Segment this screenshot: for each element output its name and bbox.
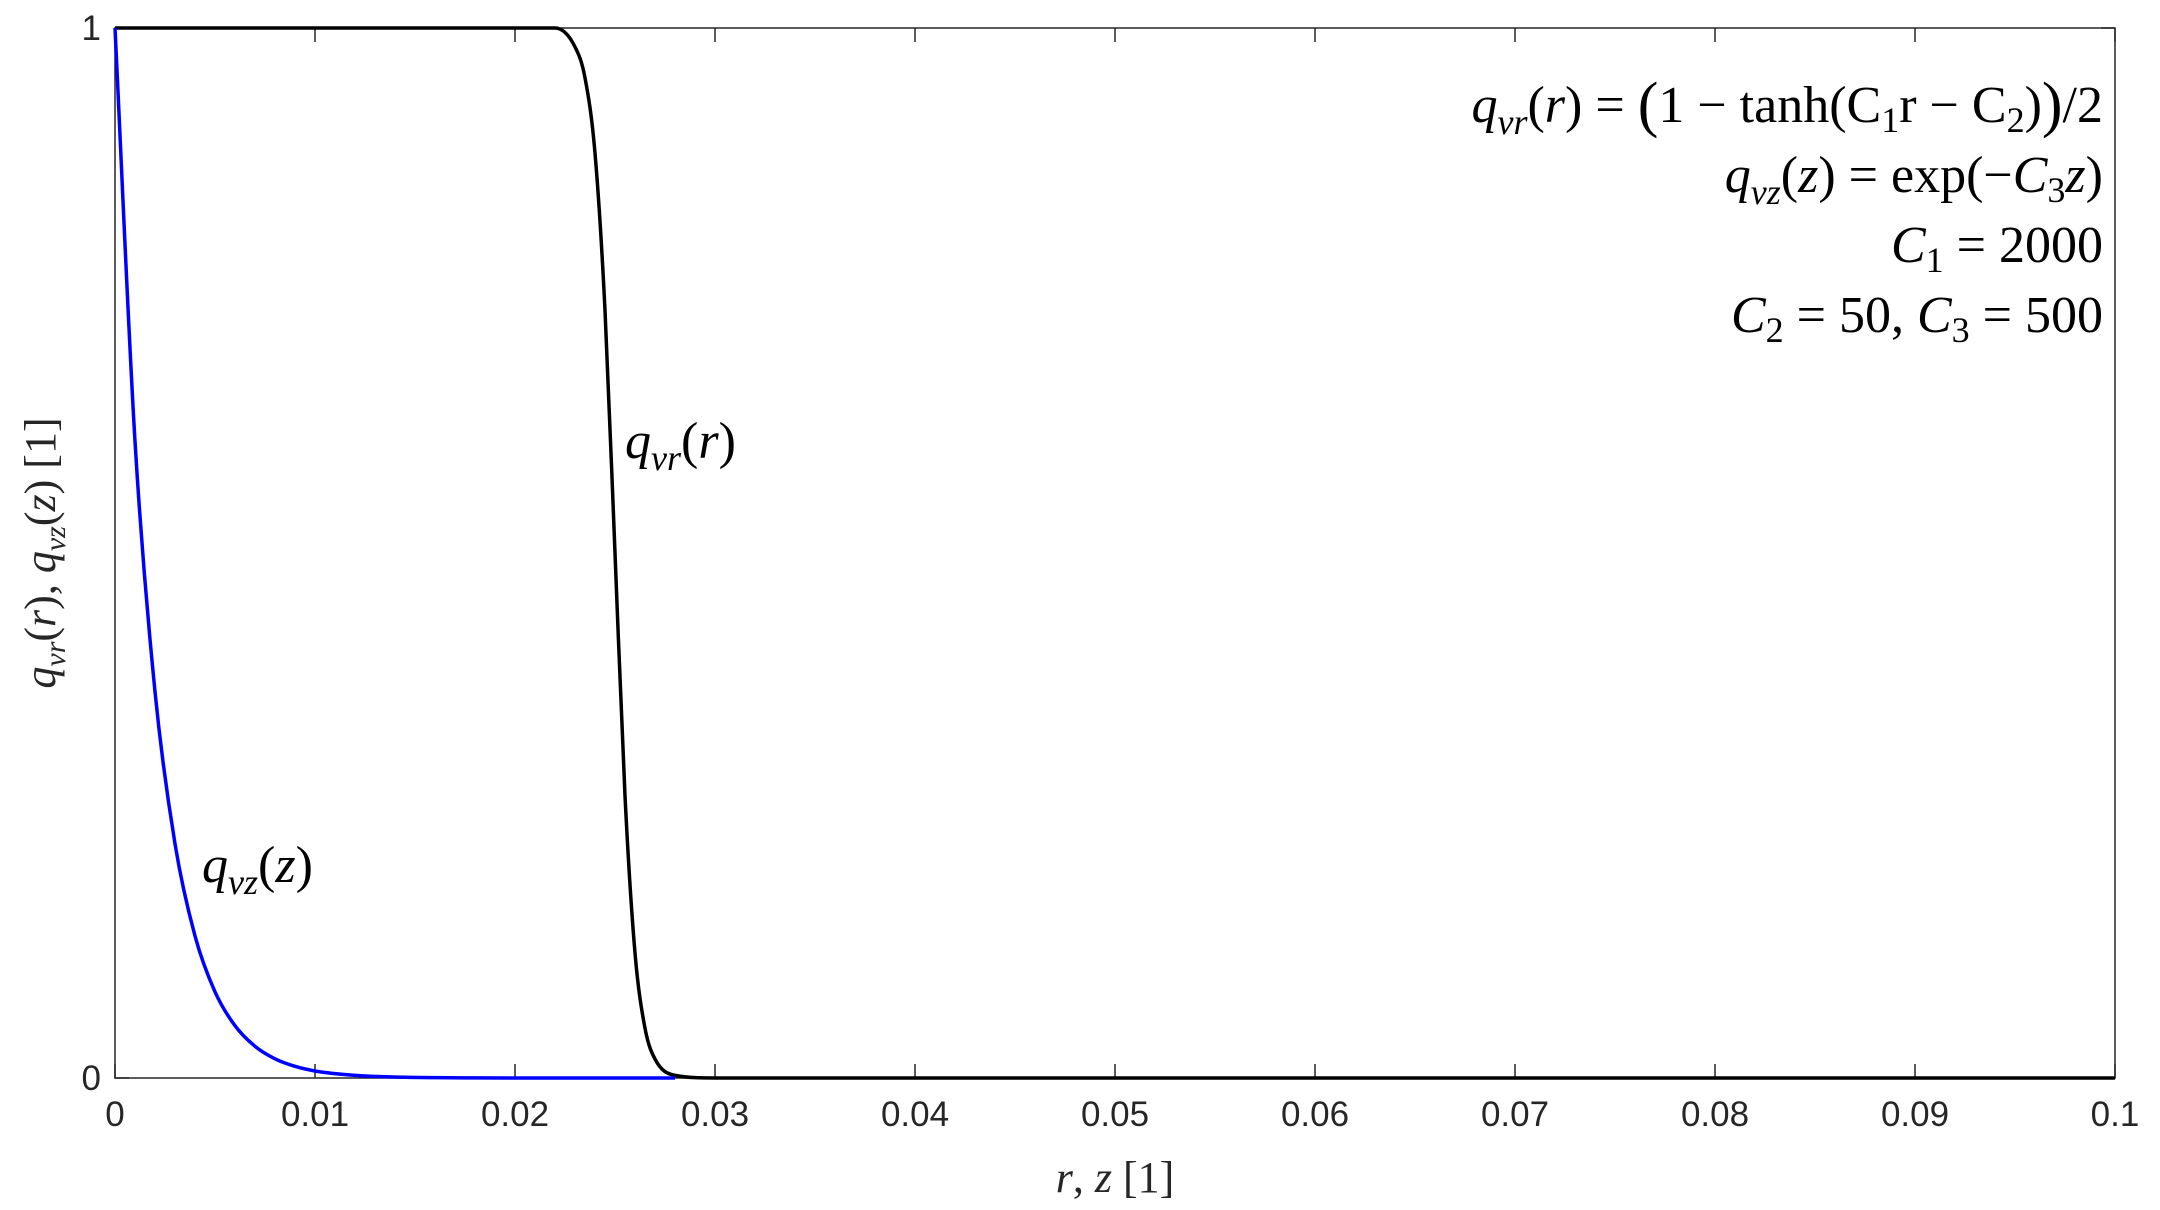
plot-area [114, 27, 2116, 1079]
curve-label-qvz: qvz(z) [202, 837, 313, 902]
series-layer [113, 26, 2115, 1080]
series-line-qvr [115, 26, 2115, 1080]
equation-qvr: qvr(r) = (1 − tanh(C1r − C2))/2 [1471, 71, 2103, 142]
y-tick-label: 1 [82, 9, 101, 48]
x-axis-ticks: 0 0.01 0.02 0.03 0.04 0.05 0.06 0.07 0.08 0.09 0.1 [105, 28, 2139, 1134]
x-tick-label: 0.06 [1281, 1095, 1349, 1134]
series-line-qvz [113, 27, 675, 1080]
y-tick-label: 0 [82, 1059, 101, 1098]
x-tick-label: 0.08 [1681, 1095, 1749, 1134]
curve-label-qvr: qvr(r) [625, 413, 736, 478]
x-tick-label: 0.1 [2091, 1095, 2140, 1134]
equation-c2-c3: C2 = 50, C3 = 500 [1731, 287, 2103, 350]
x-tick-label: 0.09 [1881, 1095, 1949, 1134]
equations-annotation: qvr(r) = (1 − tanh(C1r − C2))/2 qvz(z) =… [1471, 71, 2103, 350]
x-tick-label: 0.01 [281, 1095, 349, 1134]
equation-c1: C1 = 2000 [1891, 217, 2103, 280]
y-axis-title: qvr(r), qvz(z) [1] [16, 417, 72, 688]
x-tick-label: 0 [105, 1095, 124, 1134]
y-axis-ticks: 01 [82, 9, 2115, 1098]
equation-qvz: qvz(z) = exp(−C3z) [1725, 147, 2103, 212]
x-tick-label: 0.05 [1081, 1095, 1149, 1134]
x-tick-label: 0.07 [1481, 1095, 1549, 1134]
x-axis-title: r, z [1] [1056, 1153, 1175, 1202]
x-tick-label: 0.04 [881, 1095, 949, 1134]
x-tick-label: 0.02 [481, 1095, 549, 1134]
x-tick-label: 0.03 [681, 1095, 749, 1134]
